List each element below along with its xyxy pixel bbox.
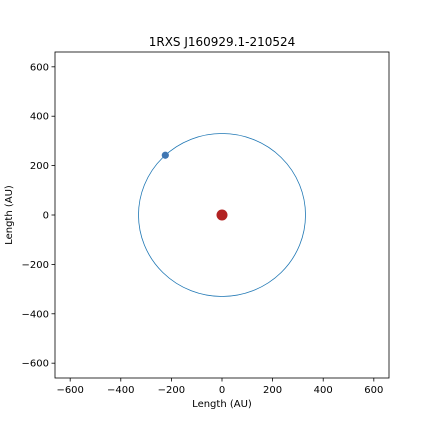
axis-ticks: −600 −400 −200 0 200 400 600 −600 −400 −200 0 200 40…	[22, 62, 384, 396]
y-tick-label: −400	[22, 309, 49, 320]
x-tick-label: 600	[364, 385, 383, 396]
planet-point	[161, 151, 169, 159]
x-tick-label: 0	[219, 385, 225, 396]
y-tick-label: −200	[22, 260, 49, 271]
star-point	[216, 209, 228, 221]
x-tick-label: −400	[107, 385, 134, 396]
axes-frame	[54, 51, 390, 379]
x-tick-label: −200	[158, 385, 185, 396]
orbit-path	[138, 133, 306, 297]
x-tick-label: −600	[56, 385, 83, 396]
y-tick-label: 400	[30, 112, 49, 123]
x-axis-label: Length (AU)	[192, 399, 252, 410]
x-tick-label: 200	[263, 385, 282, 396]
y-tick-label: 600	[30, 62, 49, 73]
x-tick-label: 400	[314, 385, 333, 396]
y-tick-label: 200	[30, 161, 49, 172]
plot-area	[138, 133, 306, 297]
y-tick-label: 0	[43, 211, 49, 222]
y-axis-label: Length (AU)	[4, 185, 15, 245]
chart-title: 1RXS J160929.1-210524	[149, 35, 296, 49]
y-tick-label: −600	[22, 359, 49, 370]
